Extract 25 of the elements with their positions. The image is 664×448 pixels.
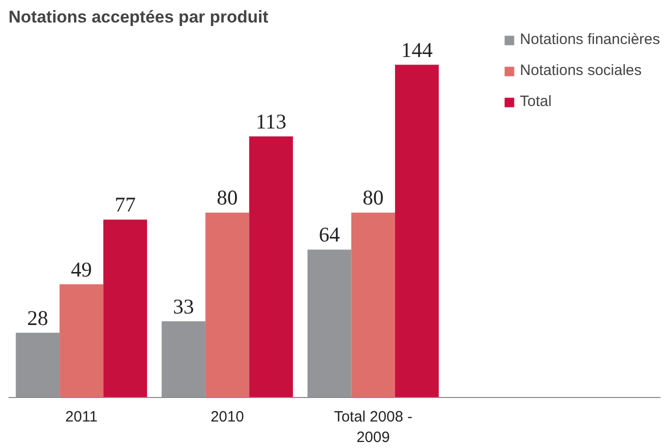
bar [351, 212, 396, 398]
data-label: 80 [362, 186, 384, 210]
data-label: 77 [114, 192, 136, 217]
data-label: 28 [27, 306, 48, 330]
data-label: 33 [173, 294, 194, 318]
data-label: 64 [318, 222, 340, 247]
bar [162, 321, 206, 398]
data-label: 49 [70, 257, 92, 282]
x-tick-label: 2011 [65, 408, 98, 426]
data-label: 80 [216, 186, 238, 210]
x-tick-label: Total 2008 - 2009 [334, 408, 412, 446]
chart-title: Notations acceptées par produit [8, 8, 269, 26]
bar [249, 136, 293, 398]
bar [16, 332, 60, 398]
bar [60, 284, 104, 398]
data-label: 144 [401, 38, 434, 62]
legend-label: Notations financières [520, 31, 660, 48]
legend-label: Notations sociales [520, 62, 642, 79]
data-label: 113 [256, 109, 286, 134]
bar [395, 64, 439, 398]
legend-label: Total [520, 93, 552, 110]
x-tick-label: 2010 [210, 408, 244, 426]
bar [308, 250, 352, 398]
bar [103, 220, 148, 398]
bar [205, 212, 250, 398]
